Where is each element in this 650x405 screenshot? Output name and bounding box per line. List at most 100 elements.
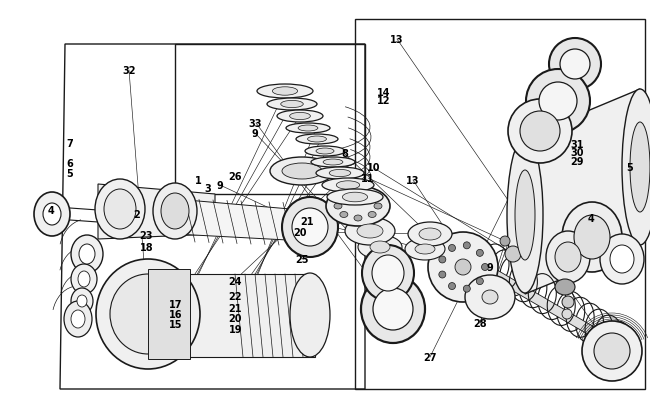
Ellipse shape [272, 87, 298, 96]
Ellipse shape [428, 232, 498, 302]
Ellipse shape [370, 241, 390, 254]
Polygon shape [98, 185, 215, 239]
Text: 32: 32 [122, 66, 135, 76]
Ellipse shape [358, 235, 402, 259]
Ellipse shape [270, 158, 334, 185]
Ellipse shape [476, 278, 484, 285]
Ellipse shape [354, 215, 362, 222]
Ellipse shape [71, 264, 97, 294]
Ellipse shape [71, 288, 93, 314]
Polygon shape [148, 269, 190, 359]
Polygon shape [148, 274, 315, 357]
Ellipse shape [582, 321, 642, 381]
Ellipse shape [405, 239, 445, 260]
Ellipse shape [277, 111, 323, 123]
Ellipse shape [372, 256, 404, 291]
Ellipse shape [562, 309, 572, 319]
Ellipse shape [300, 215, 310, 224]
Ellipse shape [343, 193, 368, 202]
Text: 14: 14 [377, 87, 390, 97]
Ellipse shape [327, 190, 383, 205]
Ellipse shape [622, 90, 650, 245]
Ellipse shape [311, 220, 319, 226]
Ellipse shape [515, 171, 535, 260]
Ellipse shape [281, 101, 304, 108]
Text: 4: 4 [588, 214, 595, 224]
Ellipse shape [419, 228, 441, 241]
Ellipse shape [448, 283, 456, 290]
Text: 28: 28 [473, 318, 486, 328]
Ellipse shape [296, 135, 338, 145]
Text: 33: 33 [249, 119, 262, 128]
Text: 24: 24 [229, 277, 242, 286]
Text: 29: 29 [571, 157, 584, 167]
Ellipse shape [326, 187, 390, 226]
Text: 20: 20 [229, 313, 242, 323]
Ellipse shape [64, 301, 92, 337]
Ellipse shape [463, 242, 471, 249]
Ellipse shape [373, 288, 413, 330]
Ellipse shape [439, 271, 446, 278]
Ellipse shape [290, 273, 330, 357]
Ellipse shape [368, 212, 376, 218]
Ellipse shape [71, 235, 103, 273]
Ellipse shape [336, 181, 359, 190]
Text: 30: 30 [571, 148, 584, 158]
Ellipse shape [298, 126, 318, 132]
Ellipse shape [539, 83, 577, 121]
Ellipse shape [508, 100, 572, 164]
Ellipse shape [34, 192, 70, 237]
Ellipse shape [282, 198, 338, 257]
Ellipse shape [71, 310, 85, 328]
Text: 7: 7 [66, 139, 73, 149]
Text: 8: 8 [341, 149, 348, 159]
Ellipse shape [354, 192, 362, 198]
Ellipse shape [562, 296, 574, 308]
Ellipse shape [574, 215, 610, 259]
Ellipse shape [408, 222, 452, 246]
Text: 19: 19 [229, 324, 242, 334]
Polygon shape [618, 247, 640, 271]
Text: 21: 21 [229, 303, 242, 313]
Ellipse shape [292, 209, 328, 246]
Ellipse shape [555, 279, 575, 295]
Text: 5: 5 [66, 168, 73, 178]
Text: 27: 27 [424, 353, 437, 362]
Polygon shape [492, 267, 622, 354]
Ellipse shape [594, 333, 630, 369]
Ellipse shape [282, 164, 322, 179]
Ellipse shape [361, 275, 425, 343]
Text: 9: 9 [216, 181, 223, 190]
Text: 3: 3 [205, 183, 211, 193]
Ellipse shape [374, 203, 382, 209]
Ellipse shape [43, 203, 61, 226]
Ellipse shape [334, 203, 342, 209]
Ellipse shape [78, 271, 90, 287]
Ellipse shape [549, 39, 601, 91]
Ellipse shape [463, 286, 471, 292]
Ellipse shape [340, 212, 348, 218]
Text: 25: 25 [296, 254, 309, 264]
Ellipse shape [322, 179, 374, 192]
Ellipse shape [555, 243, 581, 272]
Ellipse shape [526, 70, 590, 134]
Text: 6: 6 [66, 159, 73, 169]
Ellipse shape [562, 202, 622, 272]
Ellipse shape [368, 195, 376, 201]
Ellipse shape [505, 246, 521, 262]
Text: 16: 16 [169, 309, 182, 319]
Text: 20: 20 [294, 228, 307, 238]
Text: 22: 22 [229, 292, 242, 301]
Text: 13: 13 [390, 35, 403, 45]
Ellipse shape [311, 158, 355, 168]
Ellipse shape [316, 168, 364, 179]
Text: 18: 18 [140, 242, 153, 252]
Polygon shape [175, 200, 325, 243]
Ellipse shape [520, 112, 560, 151]
Ellipse shape [476, 250, 484, 257]
Ellipse shape [257, 85, 313, 99]
Ellipse shape [316, 149, 334, 155]
Text: 26: 26 [229, 171, 242, 181]
Text: 23: 23 [140, 231, 153, 241]
Ellipse shape [465, 275, 515, 319]
